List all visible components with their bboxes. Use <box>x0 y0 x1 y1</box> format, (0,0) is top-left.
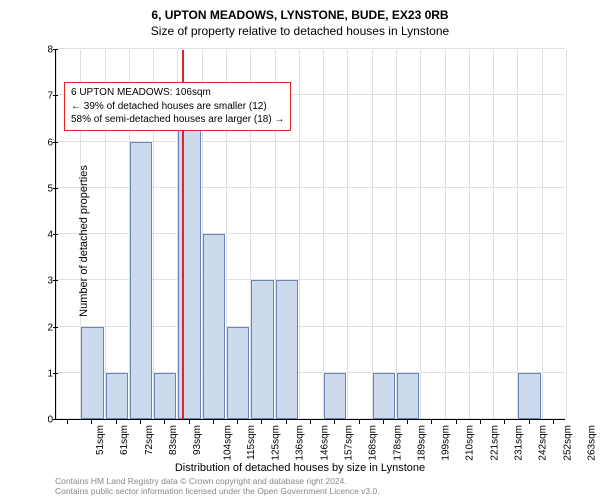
y-axis-ticks: 012345678 <box>35 50 53 420</box>
y-axis-label: Number of detached properties <box>78 165 90 317</box>
bar <box>276 280 298 419</box>
chart-title-main: 6, UPTON MEADOWS, LYNSTONE, BUDE, EX23 0… <box>0 0 600 22</box>
x-tick-label: 199sqm <box>441 425 452 461</box>
x-tick-label: 115sqm <box>246 425 257 460</box>
x-tick-label: 157sqm <box>344 425 355 461</box>
bar <box>106 373 128 419</box>
x-tick-label: 51sqm <box>95 425 106 455</box>
annotation-line1: 6 UPTON MEADOWS: 106sqm <box>71 86 284 100</box>
y-tick-label: 7 <box>35 91 53 102</box>
y-tick-label: 6 <box>35 137 53 148</box>
annotation-line3: 58% of semi-detached houses are larger (… <box>71 113 284 127</box>
x-tick-label: 178sqm <box>392 425 403 461</box>
x-tick-label: 72sqm <box>144 425 155 455</box>
x-tick-label: 242sqm <box>538 425 549 461</box>
x-tick-label: 221sqm <box>489 425 500 461</box>
footer-attribution: Contains HM Land Registry data © Crown c… <box>55 476 380 496</box>
annotation-box: 6 UPTON MEADOWS: 106sqm ← 39% of detache… <box>64 82 291 131</box>
x-tick-label: 263sqm <box>586 425 597 461</box>
x-tick-label: 189sqm <box>416 425 427 461</box>
y-tick-label: 5 <box>35 183 53 194</box>
x-tick-label: 104sqm <box>222 425 233 461</box>
bar <box>324 373 346 419</box>
bar <box>227 327 249 420</box>
x-tick-label: 231sqm <box>514 425 525 461</box>
x-tick-label: 252sqm <box>562 425 573 461</box>
x-tick-label: 61sqm <box>119 425 130 455</box>
y-tick-label: 0 <box>35 415 53 426</box>
footer-line1: Contains HM Land Registry data © Crown c… <box>55 476 380 486</box>
chart-container: 6, UPTON MEADOWS, LYNSTONE, BUDE, EX23 0… <box>0 0 600 500</box>
plot-area: 6 UPTON MEADOWS: 106sqm ← 39% of detache… <box>55 50 565 420</box>
y-tick-label: 3 <box>35 276 53 287</box>
bar <box>373 373 395 419</box>
annotation-line2: ← 39% of detached houses are smaller (12… <box>71 100 284 114</box>
x-tick-label: 136sqm <box>295 425 306 461</box>
y-tick-label: 2 <box>35 322 53 333</box>
x-axis-label: Distribution of detached houses by size … <box>0 462 600 474</box>
x-tick-label: 125sqm <box>271 425 282 461</box>
bar <box>130 142 152 420</box>
x-tick-label: 210sqm <box>465 425 476 461</box>
y-tick-label: 1 <box>35 368 53 379</box>
bar <box>203 234 225 419</box>
bar <box>154 373 176 419</box>
x-tick-label: 93sqm <box>192 425 203 455</box>
chart-title-sub: Size of property relative to detached ho… <box>0 22 600 38</box>
x-tick-label: 168sqm <box>368 425 379 461</box>
footer-line2: Contains public sector information licen… <box>55 486 380 496</box>
x-tick-label: 83sqm <box>168 425 179 455</box>
bar <box>397 373 419 419</box>
bar <box>518 373 540 419</box>
bar <box>251 280 273 419</box>
x-tick-label: 146sqm <box>319 425 330 461</box>
y-tick-label: 4 <box>35 230 53 241</box>
bar <box>81 327 103 420</box>
y-tick-label: 8 <box>35 45 53 56</box>
